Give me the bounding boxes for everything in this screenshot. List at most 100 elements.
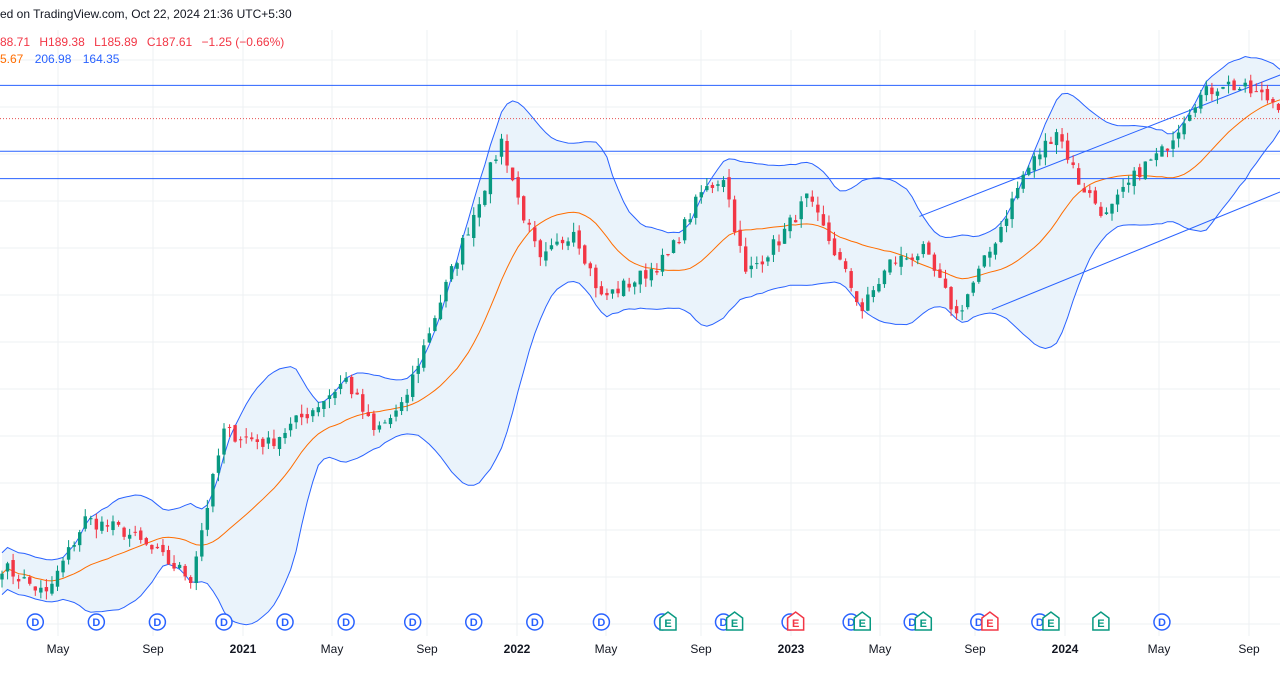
earnings-marker (1042, 611, 1060, 631)
candle-body (466, 234, 470, 236)
candle-body (1099, 206, 1103, 216)
earnings-marker-label: E (1097, 618, 1104, 630)
candle-body (416, 365, 420, 374)
dividend-marker (403, 613, 422, 631)
candle-body (494, 159, 498, 161)
candle-body (222, 428, 226, 455)
candle-body (843, 261, 848, 269)
candle-body (932, 254, 937, 271)
candle-body (305, 414, 309, 419)
earnings-marker (786, 611, 805, 631)
candle-body (322, 401, 326, 410)
bb-basis-value: 5.67 (0, 52, 24, 66)
candle-body (311, 410, 315, 417)
candle-body (533, 227, 537, 242)
candle-body (1038, 154, 1042, 160)
dividend-marker-label: D (409, 617, 417, 629)
candle-body (227, 426, 232, 428)
dividend-marker-label: D (1158, 617, 1166, 629)
candle-body (732, 199, 737, 232)
x-axis-tick-label: Sep (964, 642, 986, 656)
candle-body (150, 544, 154, 550)
dividend-marker-label: D (847, 617, 855, 629)
candle-body (1104, 212, 1109, 215)
candle-body (977, 268, 981, 282)
candle-body (272, 438, 276, 447)
bollinger-legend: 5.67 206.98 164.35 (0, 52, 127, 66)
candle-body (971, 282, 975, 293)
candle-body (832, 238, 837, 256)
candle-body (205, 508, 210, 530)
candle-body (283, 432, 287, 439)
candle-body (250, 437, 254, 440)
candle-body (383, 422, 387, 424)
high-value: H189.38 (39, 35, 85, 49)
candle-body (366, 412, 370, 417)
dividend-marker-label: D (31, 617, 39, 629)
candle-body (960, 310, 964, 312)
dividend-marker-label: D (975, 617, 983, 629)
candle-body (155, 546, 160, 549)
candle-body (1121, 186, 1125, 192)
candle-body (1049, 141, 1053, 145)
dividend-marker-label: D (597, 617, 605, 629)
candle-body (94, 518, 99, 530)
candle-body (338, 383, 343, 389)
earnings-marker (914, 611, 933, 631)
ohlc-legend: 88.71 H189.38 L185.89 C187.61 −1.25 (−0.… (0, 35, 290, 49)
earnings-marker (725, 611, 744, 631)
candle-body (744, 246, 748, 272)
candle-body (1221, 86, 1225, 89)
candle-body (1193, 107, 1197, 113)
candle-body (621, 280, 626, 297)
candle-body (333, 391, 337, 399)
candle-body (638, 270, 642, 285)
candle-body (1132, 170, 1136, 187)
dividend-marker-label: D (220, 617, 228, 629)
x-axis-tick-label: May (1148, 642, 1171, 656)
candle-body (261, 438, 265, 447)
candle-body (827, 222, 831, 241)
earnings-marker-label: E (731, 618, 738, 630)
candle-body (172, 562, 176, 569)
candle-body (966, 294, 970, 308)
candle-body (1249, 80, 1253, 94)
candle-body (399, 402, 404, 412)
candle-body (161, 544, 165, 553)
candle-body (660, 254, 665, 272)
candle-body (710, 184, 715, 188)
candle-body (1188, 114, 1192, 121)
candle-body (244, 436, 248, 438)
candle-body (1077, 168, 1081, 185)
candle-body (33, 586, 37, 591)
x-axis-tick-label: Sep (142, 642, 164, 656)
dividend-marker-label: D (1036, 617, 1044, 629)
published-caption: ed on TradingView.com, Oct 22, 2024 21:3… (0, 7, 292, 21)
bb-upper-value: 206.98 (34, 52, 72, 66)
candle-body (605, 292, 609, 296)
candle-body (999, 226, 1003, 242)
candle-body (738, 229, 742, 246)
candle-body (105, 525, 110, 527)
candle-body (560, 239, 565, 244)
close-value: C187.61 (146, 35, 193, 49)
dividend-marker-label: D (153, 617, 161, 629)
candle-body (899, 255, 903, 267)
dividend-marker-label: D (470, 617, 478, 629)
candle-body (16, 578, 21, 582)
candle-body (594, 267, 598, 289)
candle-body (1226, 81, 1231, 85)
open-value: 88.71 (0, 35, 31, 49)
candle-body (788, 217, 792, 232)
candle-body (583, 245, 587, 264)
candle-body (1021, 174, 1025, 189)
candle-body (405, 394, 409, 403)
candle-body (510, 167, 515, 181)
candle-body (1043, 140, 1048, 158)
candle-body (1260, 89, 1264, 93)
candle-body (655, 271, 659, 273)
candle-body (1204, 86, 1209, 96)
candle-body (910, 257, 914, 260)
